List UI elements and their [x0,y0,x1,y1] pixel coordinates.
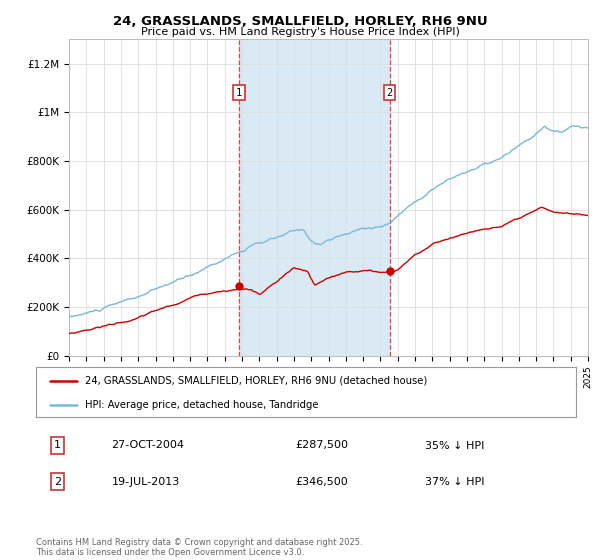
Text: 24, GRASSLANDS, SMALLFIELD, HORLEY, RH6 9NU (detached house): 24, GRASSLANDS, SMALLFIELD, HORLEY, RH6 … [85,376,427,386]
Text: 27-OCT-2004: 27-OCT-2004 [112,441,185,450]
Bar [239,39,390,356]
Text: 35% ↓ HPI: 35% ↓ HPI [425,441,484,450]
Text: 37% ↓ HPI: 37% ↓ HPI [425,477,484,487]
Text: 19-JUL-2013: 19-JUL-2013 [112,477,180,487]
Text: Price paid vs. HM Land Registry's House Price Index (HPI): Price paid vs. HM Land Registry's House … [140,27,460,37]
Text: £287,500: £287,500 [295,441,348,450]
Text: Contains HM Land Registry data © Crown copyright and database right 2025.
This d: Contains HM Land Registry data © Crown c… [36,538,362,557]
Text: 2: 2 [54,477,61,487]
Text: 2: 2 [386,88,393,98]
Text: 1: 1 [54,441,61,450]
Text: £346,500: £346,500 [295,477,348,487]
Text: 24, GRASSLANDS, SMALLFIELD, HORLEY, RH6 9NU: 24, GRASSLANDS, SMALLFIELD, HORLEY, RH6 … [113,15,487,28]
Text: HPI: Average price, detached house, Tandridge: HPI: Average price, detached house, Tand… [85,400,318,409]
Text: 1: 1 [236,88,242,98]
